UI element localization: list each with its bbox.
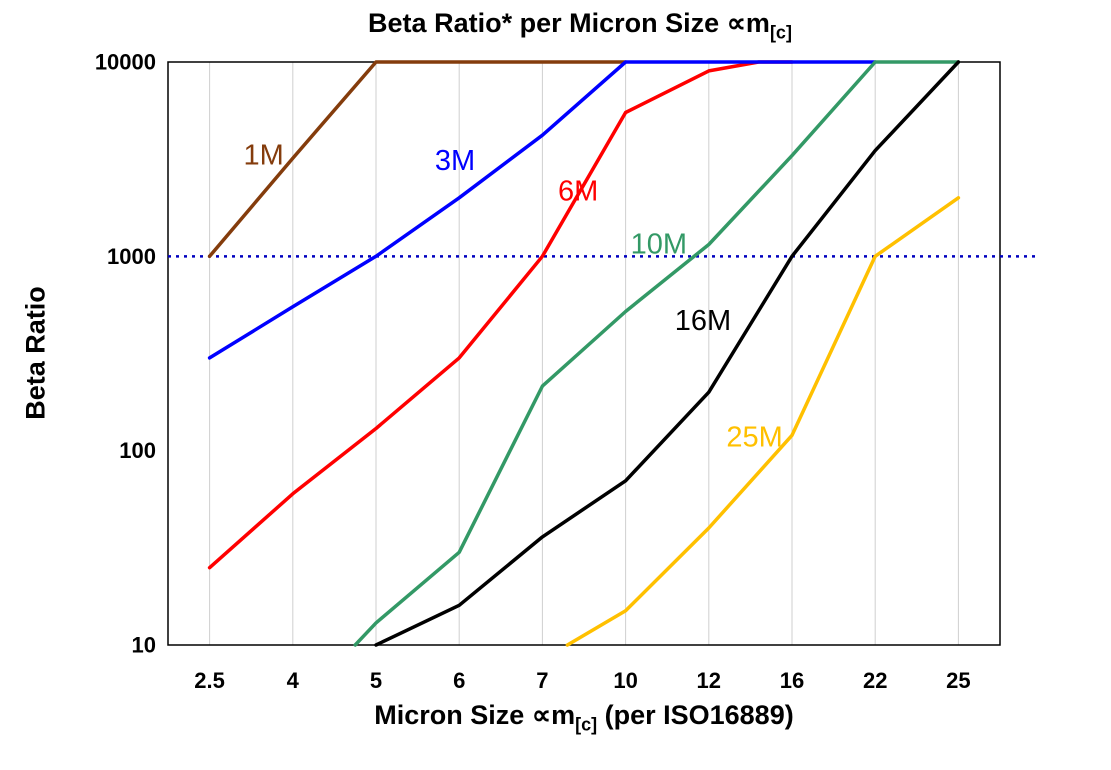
chart-title: Beta Ratio* per Micron Size ∝m[c]	[120, 8, 1040, 43]
x-tick-label-5: 5	[370, 668, 382, 693]
series-label-1M: 1M	[244, 140, 284, 172]
series-line-16M	[374, 60, 961, 647]
series-label-6M: 6M	[558, 176, 598, 208]
y-tick-label-1000: 1000	[107, 244, 156, 269]
x-axis-title: Micron Size ∝m[c] (per ISO16889)	[168, 700, 1000, 735]
series-label-16M: 16M	[675, 305, 731, 337]
x-tick-label-16: 16	[780, 668, 804, 693]
series-label-25M: 25M	[726, 421, 782, 453]
x-tick-label-10: 10	[613, 668, 637, 693]
x-tick-label-7: 7	[536, 668, 548, 693]
y-tick-label-10000: 10000	[95, 50, 156, 75]
x-tick-label-25: 25	[946, 668, 970, 693]
chart-title-text: Beta Ratio* per Micron Size ∝m	[368, 8, 770, 38]
x-tick-label-4: 4	[287, 668, 300, 693]
x-axis-title-text: Micron Size ∝m	[374, 700, 576, 730]
x-tick-label-22: 22	[863, 668, 887, 693]
y-tick-label-10: 10	[132, 633, 156, 658]
x-axis-title-suffix: (per ISO16889)	[597, 700, 794, 730]
x-tick-label-12: 12	[697, 668, 721, 693]
series-line-25M	[565, 196, 961, 647]
x-tick-label-2.5: 2.5	[194, 668, 225, 693]
series-label-3M: 3M	[435, 145, 475, 177]
series-line-10M	[353, 60, 961, 647]
series-line-6M	[207, 60, 794, 570]
series-line-3M	[207, 60, 877, 360]
chart-title-subscript: [c]	[769, 22, 792, 43]
x-tick-label-6: 6	[453, 668, 465, 693]
y-tick-label-100: 100	[119, 438, 156, 463]
x-axis-title-subscript: [c]	[575, 714, 598, 735]
series-line-1M	[207, 60, 628, 259]
series-label-10M: 10M	[631, 229, 687, 261]
